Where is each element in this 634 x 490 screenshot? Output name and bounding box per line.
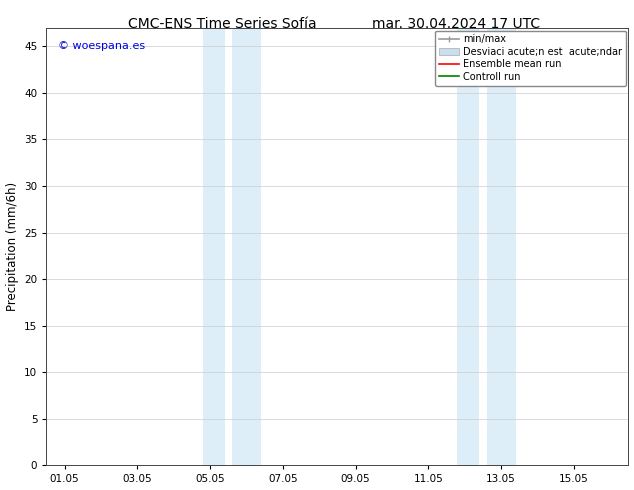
Bar (203, 27, 224, 465)
Text: CMC-ENS Time Series Sofía: CMC-ENS Time Series Sofía (127, 17, 316, 31)
Text: mar. 30.04.2024 17 UTC: mar. 30.04.2024 17 UTC (372, 17, 541, 31)
Bar (232, 27, 261, 465)
Text: © woespana.es: © woespana.es (58, 41, 145, 51)
Bar (458, 27, 479, 465)
Y-axis label: Precipitation (mm/6h): Precipitation (mm/6h) (6, 182, 18, 311)
Bar (486, 27, 515, 465)
Legend: min/max, Desviaci acute;n est  acute;ndar, Ensemble mean run, Controll run: min/max, Desviaci acute;n est acute;ndar… (436, 30, 626, 86)
